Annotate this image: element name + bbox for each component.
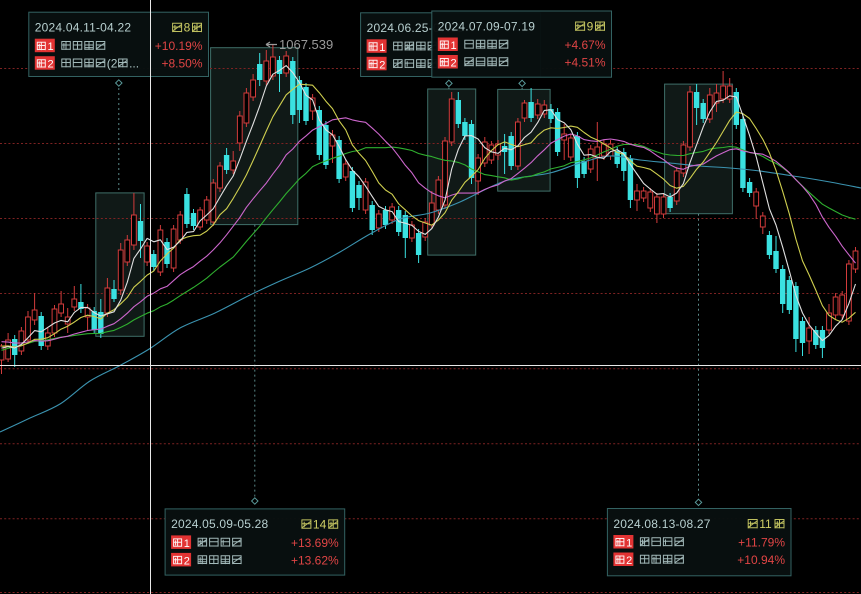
svg-text:2024.04.11-04.22: 2024.04.11-04.22 <box>35 21 132 35</box>
svg-text:1: 1 <box>379 42 385 54</box>
svg-text:+10.19%: +10.19% <box>155 39 203 53</box>
svg-text:+4.51%: +4.51% <box>564 56 605 70</box>
svg-text:1: 1 <box>184 538 190 550</box>
svg-text:9: 9 <box>587 20 594 34</box>
svg-text:8: 8 <box>184 21 191 35</box>
svg-text:1: 1 <box>451 40 457 52</box>
svg-text:1067.539: 1067.539 <box>279 37 333 52</box>
svg-text:1: 1 <box>626 538 632 550</box>
svg-text:+11.79%: +11.79% <box>738 536 785 550</box>
svg-text:+10.94%: +10.94% <box>737 553 785 567</box>
svg-text:14: 14 <box>313 517 327 531</box>
svg-text:2: 2 <box>451 58 457 70</box>
svg-text:(2: (2 <box>107 57 118 71</box>
svg-text:+13.69%: +13.69% <box>291 536 339 550</box>
svg-text:+13.62%: +13.62% <box>291 553 339 567</box>
svg-text:2: 2 <box>48 59 54 71</box>
svg-text:2024.07.09-07.19: 2024.07.09-07.19 <box>438 19 535 33</box>
svg-text:+8.50%: +8.50% <box>161 57 202 71</box>
svg-text:2: 2 <box>626 555 632 567</box>
svg-text:2024.08.13-08.27: 2024.08.13-08.27 <box>613 517 710 531</box>
svg-text:1: 1 <box>48 41 54 53</box>
svg-text:2: 2 <box>184 555 190 567</box>
svg-text:2024.05.09-05.28: 2024.05.09-05.28 <box>171 517 268 531</box>
svg-text:11: 11 <box>759 517 772 531</box>
svg-text:+4.67%: +4.67% <box>564 38 605 52</box>
svg-text:2: 2 <box>379 59 385 71</box>
svg-text:...: ... <box>129 57 139 71</box>
